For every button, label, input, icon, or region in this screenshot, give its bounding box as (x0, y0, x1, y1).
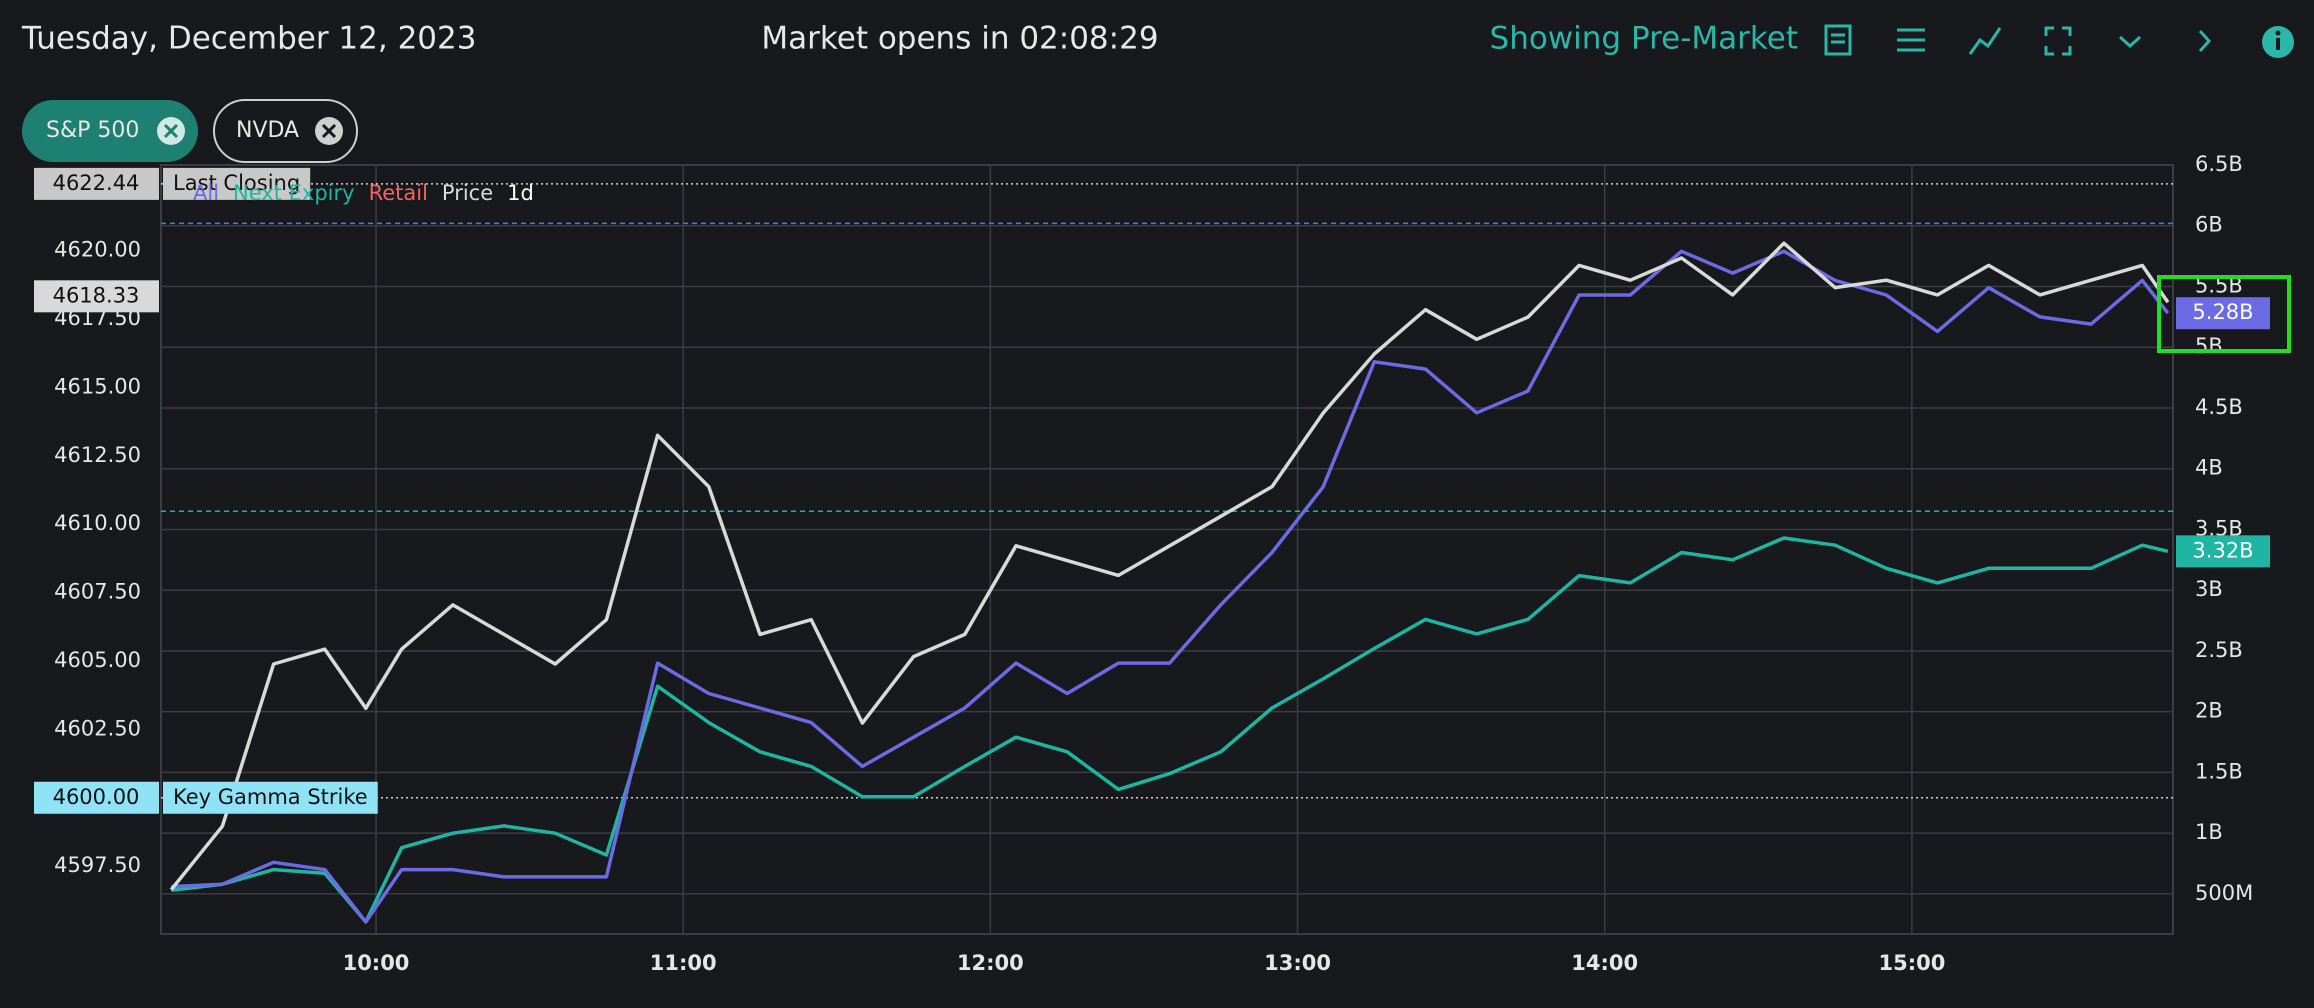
value-tag-label: 5.28B (2192, 300, 2253, 324)
price-tag (34, 781, 159, 814)
highlight-box (2157, 275, 2291, 353)
x-tick-label: 13:00 (1264, 951, 1331, 975)
y-tick-label: 4610.00 (54, 511, 141, 535)
y-tick-label: 4612.50 (54, 443, 141, 467)
settings-icon[interactable] (1897, 28, 1925, 52)
price-tag-label: 4618.33 (53, 283, 140, 307)
y2-tick-label: 2.5B (2195, 638, 2243, 662)
legend-item: All (193, 181, 219, 205)
y2-tick-label: 6B (2195, 213, 2223, 237)
price-tag (34, 167, 159, 200)
x-tick-label: 15:00 (1878, 951, 1945, 975)
price-tag-label: 4600.00 (53, 785, 140, 809)
x-tick-label: 10:00 (343, 951, 410, 975)
y-tick-label: 4607.50 (54, 580, 141, 604)
y-tick-label: 4597.50 (54, 853, 141, 877)
chip[interactable]: S&P 500 (22, 100, 198, 162)
x-tick-label: 14:00 (1571, 951, 1638, 975)
y-tick-label: 4620.00 (54, 238, 141, 262)
session-toggle[interactable]: Showing Pre-Market (1490, 21, 1798, 57)
legend-item: Retail (369, 181, 428, 205)
chip-label: NVDA (236, 118, 299, 143)
y-tick-label: 4602.50 (54, 716, 141, 740)
y2-tick-label: 500M (2195, 881, 2253, 905)
dropdown-icon[interactable] (2118, 35, 2142, 49)
value-tag-label: 3.32B (2192, 538, 2253, 562)
y2-tick-label: 5B (2195, 334, 2223, 358)
chip[interactable]: NVDA (213, 99, 358, 163)
y2-tick-label: 2B (2195, 699, 2223, 723)
y2-tick-label: 1B (2195, 820, 2223, 844)
y2-tick-label: 4B (2195, 456, 2223, 480)
info-icon[interactable] (2262, 26, 2294, 58)
fullscreen-icon[interactable] (2044, 26, 2072, 56)
toolbar (1824, 24, 2294, 58)
value-tag (2176, 535, 2270, 568)
date: Tuesday, December 12, 2023 (21, 21, 476, 57)
chip-label: S&P 500 (46, 118, 139, 143)
chart-icon[interactable] (1968, 27, 2002, 55)
price-tag-text: Key Gamma Strike (173, 785, 368, 809)
legend-item: Price (442, 181, 493, 205)
y2-tick-label: 3B (2195, 577, 2223, 601)
price-tag-label: 4622.44 (53, 171, 140, 195)
x-tick-label: 12:00 (957, 951, 1024, 975)
price-tag-box (163, 167, 311, 200)
value-tag (2176, 297, 2270, 330)
y-tick-label: 4615.00 (54, 374, 141, 398)
x-tick-label: 11:00 (650, 951, 717, 975)
y2-tick-label: 4.5B (2195, 395, 2243, 419)
price-tag-box (163, 781, 378, 814)
price-tag (34, 280, 159, 313)
series-line (170, 536, 2169, 924)
y-tick-label: 4605.00 (54, 648, 141, 672)
price-tag-text: Last Closing (173, 171, 300, 195)
chart: 6.5B6B5.5B5B4.5B4B3.5B3B2.5B2B1.5B1B500M… (34, 152, 2270, 975)
legend-item: Next Expiry (233, 181, 355, 205)
y2-tick-label: 6.5B (2195, 152, 2243, 176)
legend-item: 1d (507, 181, 534, 205)
market-status: Market opens in 02:08:29 (761, 21, 1158, 57)
next-icon[interactable] (2198, 29, 2212, 53)
y2-tick-label: 1.5B (2195, 759, 2243, 783)
notes-icon[interactable] (1824, 24, 1852, 56)
series-line (169, 241, 2170, 891)
